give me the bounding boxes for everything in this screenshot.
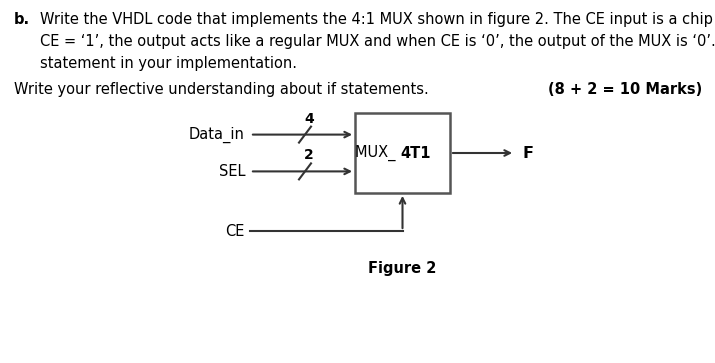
Text: 4: 4	[304, 111, 314, 126]
Text: Figure 2: Figure 2	[368, 261, 437, 276]
Text: Data_in: Data_in	[189, 126, 245, 143]
Text: MUX_: MUX_	[355, 145, 400, 161]
Text: (8 + 2 = 10 Marks): (8 + 2 = 10 Marks)	[548, 82, 702, 97]
Text: 2: 2	[304, 148, 314, 162]
Text: F: F	[522, 146, 533, 160]
Bar	[355, 113, 450, 193]
Text: 4T1: 4T1	[400, 146, 431, 160]
Text: CE = ‘1’, the output acts like a regular MUX and when CE is ‘0’, the output of t: CE = ‘1’, the output acts like a regular…	[40, 34, 715, 49]
Text: SEL: SEL	[219, 164, 245, 179]
Text: b.: b.	[14, 12, 30, 27]
Text: CE: CE	[226, 224, 245, 238]
Text: Write your reflective understanding about if statements.: Write your reflective understanding abou…	[14, 82, 429, 97]
Text: statement in your implementation.: statement in your implementation.	[40, 56, 297, 71]
Text: Write the VHDL code that implements the 4:1 MUX shown in figure 2. The CE input : Write the VHDL code that implements the …	[40, 12, 715, 27]
